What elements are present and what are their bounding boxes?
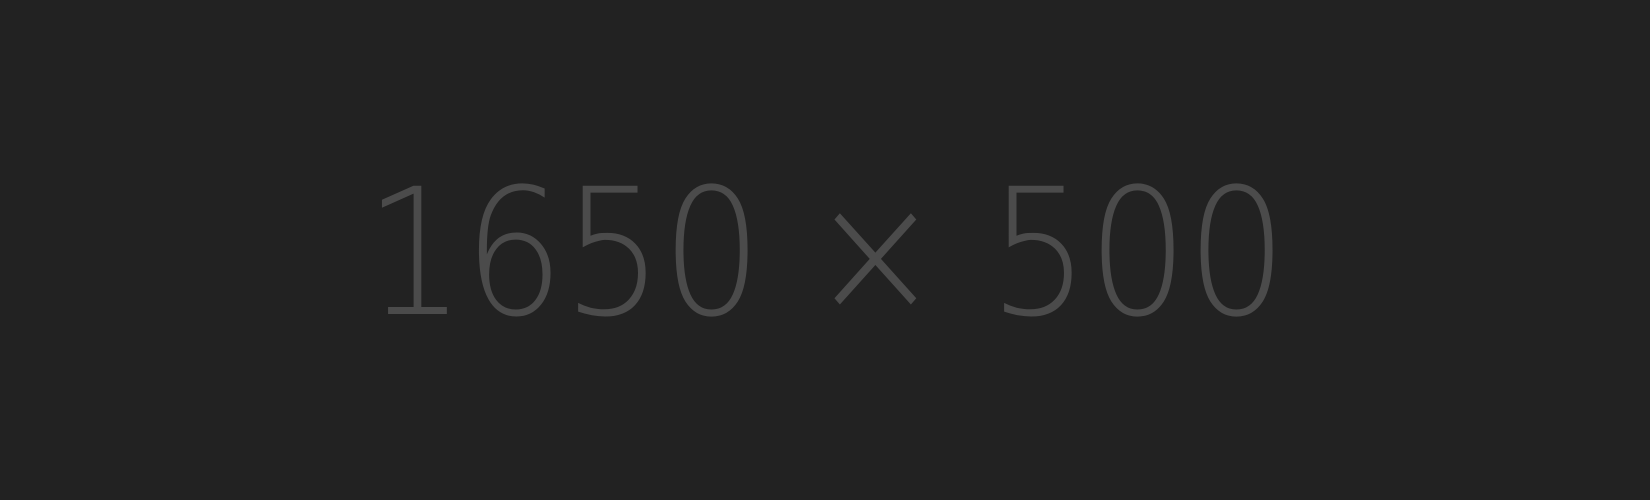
dimension-label: 1650 × 500 [364, 151, 1288, 356]
